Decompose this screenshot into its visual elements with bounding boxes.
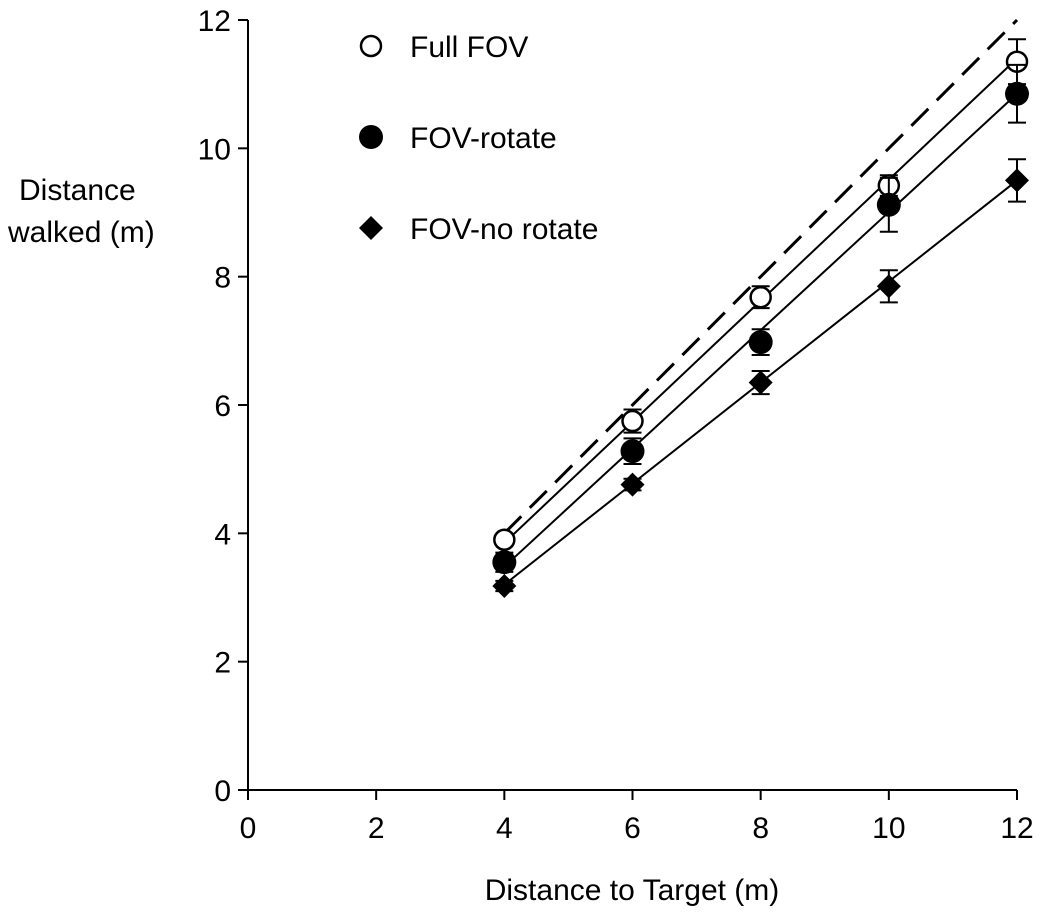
x-tick-label: 2	[368, 812, 385, 845]
data-point	[1005, 81, 1029, 106]
data-point	[620, 472, 645, 497]
legend-label-0: Full FOV	[410, 31, 528, 64]
data-point	[621, 409, 644, 433]
x-tick-label: 10	[872, 812, 905, 845]
y-tick-label: 6	[214, 390, 231, 423]
series-layer	[492, 38, 1029, 598]
x-tick-label: 12	[1000, 812, 1033, 845]
reference-line-layer	[503, 18, 1019, 535]
x-axis-title: Distance to Target (m)	[485, 874, 780, 907]
legend-marker-2	[359, 216, 383, 240]
y-axis-title-line-1: Distance	[19, 174, 136, 207]
legend-label-2: FOV-no rotate	[410, 213, 598, 246]
y-tick-label: 2	[214, 647, 231, 680]
data-point	[1005, 168, 1029, 193]
series-2	[492, 158, 1029, 598]
y-tick-label: 8	[214, 262, 231, 295]
axes: 0 2 4 6 8 10 12 0 2 4 6 8 10 12	[198, 5, 1034, 845]
series-0	[493, 38, 1029, 551]
legend-label-1: FOV-rotate	[410, 122, 557, 155]
x-tick-label: 6	[624, 812, 641, 845]
y-tick-label: 10	[198, 133, 231, 166]
y-axis-title-line-2: walked (m)	[7, 216, 155, 249]
y-tick-label: 12	[198, 5, 231, 38]
x-tick-label: 0	[240, 812, 257, 845]
x-tick-label: 4	[496, 812, 513, 845]
series-1	[492, 63, 1029, 575]
legend-marker-0	[359, 34, 383, 58]
legend-marker-1	[359, 125, 383, 149]
data-point	[749, 285, 772, 309]
data-point	[492, 550, 517, 575]
legend: Full FOV FOV-rotate FOV-no rotate	[359, 31, 598, 246]
data-point	[620, 439, 645, 464]
data-point	[748, 330, 773, 355]
y-tick-label: 4	[214, 518, 231, 551]
data-point	[493, 528, 516, 551]
data-point	[876, 274, 901, 299]
reference-line	[503, 18, 1019, 535]
data-point	[748, 370, 773, 395]
y-tick-label: 0	[214, 775, 231, 808]
x-tick-label: 8	[752, 812, 769, 845]
data-point	[876, 192, 901, 217]
data-point	[492, 573, 517, 598]
